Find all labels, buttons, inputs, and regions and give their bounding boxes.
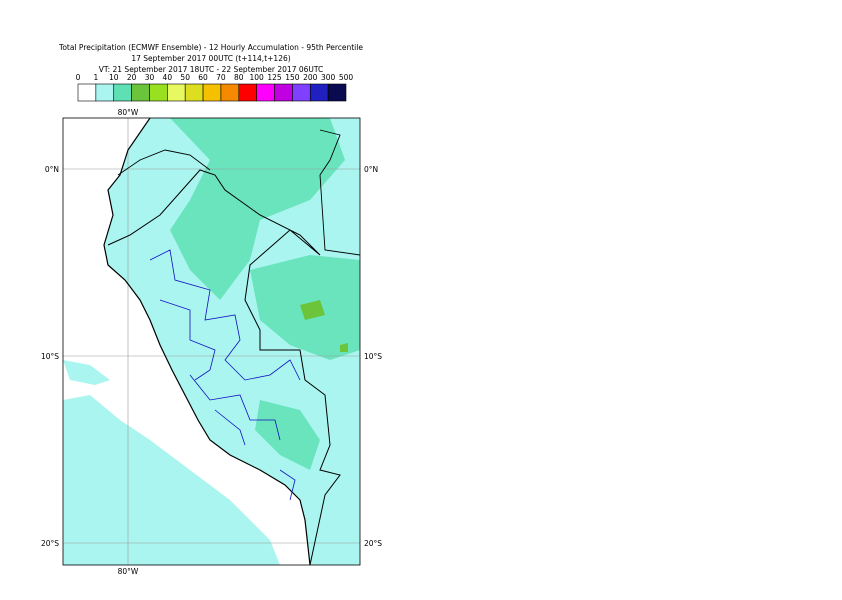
title: Total Precipitation (ECMWF Ensemble) - 1… [58, 43, 363, 52]
legend-swatch [238, 83, 257, 102]
latitude-label: 0°N [45, 165, 59, 174]
legend-label: 300 [321, 73, 336, 82]
legend-label: 70 [216, 73, 226, 82]
legend-swatch [256, 83, 275, 102]
legend-label: 30 [145, 73, 155, 82]
legend-label: 150 [285, 73, 300, 82]
legend-label: 0 [76, 73, 81, 82]
legend-label: 10 [109, 73, 119, 82]
latitude-label: 0°N [364, 165, 378, 174]
legend-label: 500 [339, 73, 354, 82]
legend-swatch [95, 83, 115, 102]
longitude-label: 80°W [118, 108, 139, 117]
legend-label: 50 [180, 73, 190, 82]
longitude-label: 80°W [118, 567, 139, 576]
legend-swatch [131, 83, 150, 102]
latitude-label: 10°S [41, 352, 59, 361]
legend-swatch [202, 83, 222, 102]
legend-swatch [113, 83, 132, 102]
legend-swatch [184, 83, 204, 102]
legend-swatch [167, 83, 186, 102]
latitude-label: 10°S [364, 352, 382, 361]
legend-swatch [309, 83, 329, 102]
legend-swatch [149, 83, 168, 102]
legend-swatch [292, 83, 311, 102]
legend-label: 100 [250, 73, 265, 82]
legend-swatch [327, 83, 347, 102]
subtitle: VT: 21 September 2017 18UTC - 22 Septemb… [99, 65, 324, 74]
latitude-label: 20°S [364, 539, 382, 548]
latitude-label: 20°S [41, 539, 59, 548]
legend-label: 40 [163, 73, 173, 82]
legend-label: 1 [93, 73, 98, 82]
legend: 0 1 10 20 30 40 50 60 70 80 100 125 150 200 300 500 [76, 73, 354, 102]
legend-swatch [274, 83, 293, 102]
subtitle: 17 September 2017 00UTC (t+114,t+126) [131, 54, 290, 63]
legend-label: 125 [267, 73, 282, 82]
legend-label: 20 [127, 73, 137, 82]
legend-swatch [77, 83, 97, 102]
legend-swatch [220, 83, 240, 102]
map: 80°W 80°W 0°N 0°N 10°S 10°S 20°S 20°S [41, 108, 382, 576]
legend-label: 200 [303, 73, 318, 82]
legend-label: 80 [234, 73, 244, 82]
legend-label: 60 [198, 73, 208, 82]
